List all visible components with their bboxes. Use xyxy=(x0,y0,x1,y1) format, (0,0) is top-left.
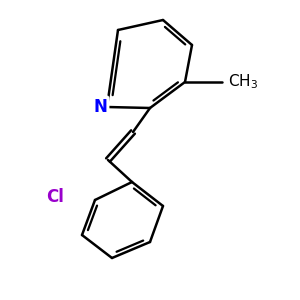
Text: CH$_3$: CH$_3$ xyxy=(228,73,258,91)
Text: N: N xyxy=(93,98,107,116)
Text: Cl: Cl xyxy=(46,188,64,206)
